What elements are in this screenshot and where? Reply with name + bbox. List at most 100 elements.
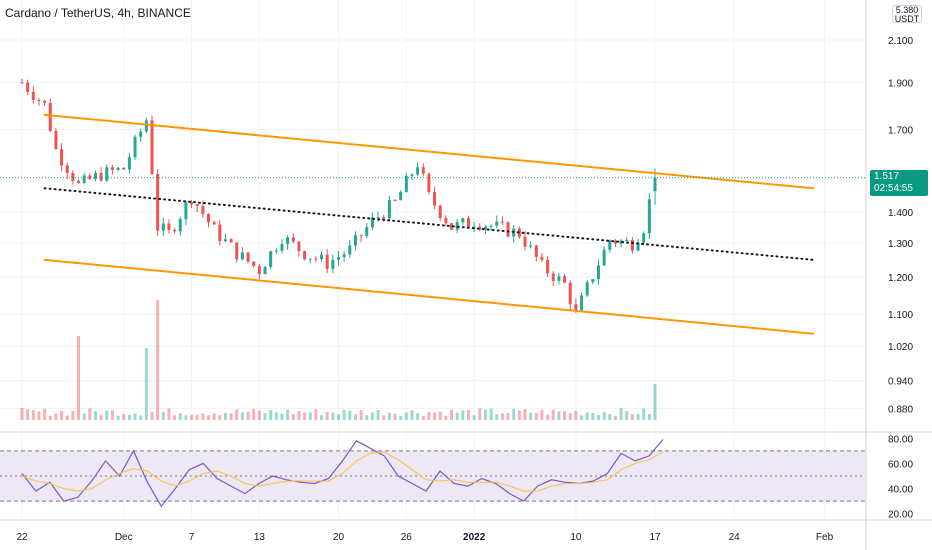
candle-body xyxy=(387,200,391,219)
candle-countdown: 02:54:55 xyxy=(874,183,913,194)
candle-body xyxy=(348,245,352,255)
candle-body xyxy=(331,259,335,269)
candle-body xyxy=(252,261,256,266)
candle-body xyxy=(523,236,527,247)
volume-bar xyxy=(31,409,35,420)
volume-bar xyxy=(139,415,143,420)
volume-bar xyxy=(365,415,369,420)
volume-bar xyxy=(444,415,448,420)
candle-body xyxy=(404,175,408,193)
volume-bar xyxy=(433,412,437,420)
volume-bar xyxy=(653,384,657,420)
volume-bar xyxy=(127,415,131,420)
volume-bar xyxy=(585,412,589,420)
time-tick-label: 20 xyxy=(333,532,345,543)
volume-bar xyxy=(421,415,425,420)
volume-bar xyxy=(568,413,572,420)
time-tick-label: Dec xyxy=(115,532,133,543)
candle-body xyxy=(274,250,278,252)
candle-body xyxy=(37,100,41,102)
volume-bar xyxy=(195,414,199,420)
volume-bar xyxy=(534,412,538,420)
volume-bar xyxy=(218,415,222,420)
candle-body xyxy=(144,120,148,132)
candle-body xyxy=(178,219,182,232)
candle-body xyxy=(580,295,584,311)
volume-bar xyxy=(450,409,454,420)
volume-bar xyxy=(99,414,103,420)
candle-body xyxy=(161,223,165,231)
volume-bar xyxy=(404,412,408,420)
candle-body xyxy=(619,240,623,244)
time-tick-label: 7 xyxy=(189,532,195,543)
volume-bar xyxy=(376,409,380,420)
price-tick-label: 1.300 xyxy=(888,239,913,250)
volume-bar xyxy=(602,411,606,420)
candle-body xyxy=(77,180,81,183)
candle-body xyxy=(410,174,414,176)
candle-body xyxy=(461,218,465,223)
candle-body xyxy=(557,276,561,281)
currency-selector[interactable]: 5.380 USDT xyxy=(892,5,922,24)
volume-bar xyxy=(116,415,120,420)
volume-bar xyxy=(342,409,346,420)
rsi-tick-label: 60.00 xyxy=(888,459,913,470)
candle-body xyxy=(60,149,64,166)
candle-body xyxy=(653,177,657,192)
candle-body xyxy=(438,205,442,219)
candle-body xyxy=(495,221,499,226)
volume-bar xyxy=(574,410,578,420)
candle-body xyxy=(99,172,103,181)
volume-bar xyxy=(37,411,41,420)
candle-body xyxy=(173,229,177,232)
volume-bar xyxy=(478,408,482,420)
volume-bar xyxy=(60,411,64,420)
volume-bar xyxy=(161,411,165,420)
candle-body xyxy=(48,102,52,132)
volume-bar xyxy=(466,409,470,420)
candle-body xyxy=(150,120,154,174)
volume-bar xyxy=(348,410,352,420)
candle-body xyxy=(563,276,567,283)
volume-bar xyxy=(88,408,92,420)
volume-bar xyxy=(642,408,646,420)
rsi-tick-label: 80.00 xyxy=(888,434,913,445)
volume-bar xyxy=(591,412,595,420)
candle-body xyxy=(416,167,420,175)
candle-body xyxy=(223,239,227,242)
price-tick-label: 2.100 xyxy=(888,36,913,47)
candle-body xyxy=(608,240,612,250)
time-tick-label: 13 xyxy=(254,532,266,543)
candle-body xyxy=(342,254,346,258)
candle-body xyxy=(551,273,555,281)
volume-bar xyxy=(190,414,194,420)
candle-body xyxy=(585,282,589,296)
candle-body xyxy=(43,100,47,103)
time-tick-label: 26 xyxy=(401,532,413,543)
candle-body xyxy=(54,131,58,150)
candle-body xyxy=(455,222,459,230)
volume-bar xyxy=(184,415,188,420)
time-tick-label: Feb xyxy=(816,532,834,543)
candle-body xyxy=(31,91,35,101)
volume-bar xyxy=(461,410,465,420)
price-tick-label: 1.020 xyxy=(888,342,913,353)
chart-title: Cardano / TetherUS, 4h, BINANCE xyxy=(5,6,191,20)
volume-bar xyxy=(314,409,318,420)
volume-bar xyxy=(207,415,211,420)
volume-bar xyxy=(150,412,154,420)
volume-bar xyxy=(647,414,651,420)
candle-body xyxy=(450,223,454,230)
volume-bar xyxy=(110,410,114,420)
volume-bar xyxy=(438,411,442,420)
volume-bar xyxy=(500,413,504,420)
price-tick-label: 1.200 xyxy=(888,273,913,284)
time-tick-label: 10 xyxy=(570,532,582,543)
volume-bar xyxy=(495,414,499,420)
volume-bars xyxy=(20,300,657,420)
candle-body xyxy=(613,240,617,244)
candle-body xyxy=(393,200,397,202)
volume-bar xyxy=(105,410,109,420)
candle-body xyxy=(444,218,448,224)
